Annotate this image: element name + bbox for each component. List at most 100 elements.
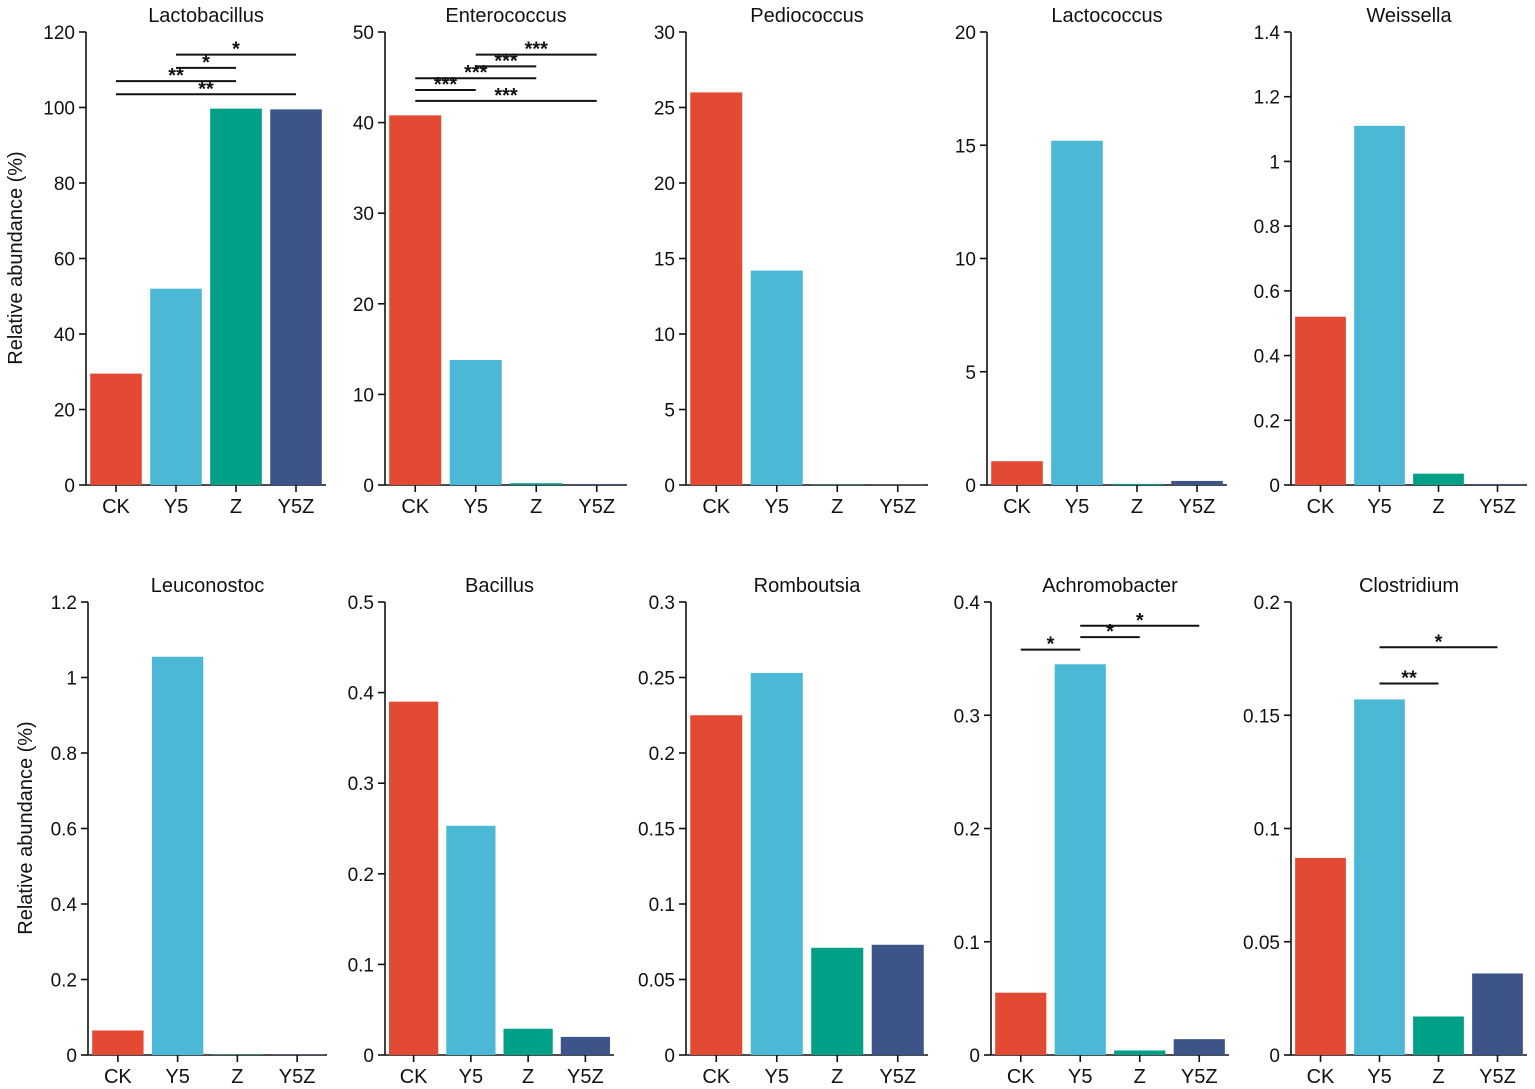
bar-lactobacillus-z [210,108,262,485]
x-tick-label-clostridium: Z [1432,1066,1444,1088]
y-tick-label-achromobacter: 0.3 [954,706,980,727]
x-tick-label-lactococcus: Z [1131,496,1143,518]
x-tick-label-pediococcus: Y5Z [879,496,916,518]
x-tick-label-lactobacillus: CK [102,496,130,518]
significance-label-clostridium: * [1435,631,1443,653]
bar-leuconostoc-y5 [151,656,204,1055]
y-tick-label-leuconostoc: 0.2 [51,971,77,992]
x-tick-label-lactococcus: Y5Z [1179,496,1216,518]
x-tick-label-achromobacter: Y5 [1068,1066,1092,1088]
bar-lactococcus-y5z [1171,480,1223,485]
y-tick-label-pediococcus: 10 [654,325,675,346]
y-tick-label-romboutsia: 0.2 [649,744,675,765]
y-tick-label-romboutsia: 0.25 [638,669,675,690]
bar-romboutsia-z [811,947,864,1055]
y-tick-label-weissella: 0.6 [1254,282,1280,303]
bar-pediococcus-ck [690,92,743,486]
x-tick-label-pediococcus: Z [831,496,843,518]
y-tick-label-lactobacillus: 80 [54,174,75,195]
bar-enterococcus-y5z [570,484,623,485]
bar-lactobacillus-y5 [150,288,202,485]
bar-weissella-y5 [1354,125,1405,485]
y-tick-label-romboutsia: 0.3 [649,593,675,614]
y-tick-label-pediococcus: 20 [654,174,675,195]
significance-label-achromobacter: * [1047,634,1055,656]
y-tick-label-weissella: 0.2 [1254,411,1280,432]
x-tick-label-romboutsia: CK [702,1066,730,1088]
x-tick-label-leuconostoc: Y5 [165,1066,189,1088]
y-tick-label-enterococcus: 0 [363,476,374,497]
bar-weissella-y5z [1472,484,1523,485]
y-tick-label-clostridium: 0.1 [1254,820,1280,841]
bar-weissella-ck [1295,316,1346,485]
x-tick-label-romboutsia: Z [831,1066,843,1088]
panel-title-pediococcus: Pediococcus [750,5,863,27]
bar-clostridium-ck [1295,857,1346,1055]
y-tick-label-achromobacter: 0.2 [954,820,980,841]
significance-label-enterococcus: *** [525,39,549,61]
bar-bacillus-z [503,1028,553,1055]
x-tick-label-weissella: CK [1307,496,1335,518]
bar-achromobacter-ck [995,992,1047,1055]
x-tick-label-leuconostoc: CK [104,1066,132,1088]
x-tick-label-weissella: Y5Z [1479,496,1516,518]
x-tick-label-clostridium: Y5 [1367,1066,1391,1088]
significance-label-achromobacter: * [1106,621,1114,643]
bar-romboutsia-y5z [871,944,924,1055]
y-tick-label-lactococcus: 5 [965,363,976,384]
bar-enterococcus-ck [389,115,442,486]
bar-clostridium-y5 [1354,699,1405,1055]
panel-title-achromobacter: Achromobacter [1042,575,1178,597]
x-tick-label-bacillus: Y5 [459,1066,483,1088]
y-axis-label-top: Relative abundance (%) [5,151,27,364]
y-tick-label-weissella: 1.4 [1254,23,1281,44]
bar-achromobacter-z [1114,1050,1166,1055]
bar-lactococcus-z [1111,483,1163,485]
y-tick-label-enterococcus: 10 [353,385,374,406]
bar-achromobacter-y5 [1054,664,1106,1055]
bar-romboutsia-ck [690,715,743,1055]
y-tick-label-bacillus: 0.2 [348,865,374,886]
bar-enterococcus-z [510,483,563,485]
x-tick-label-bacillus: Y5Z [567,1066,604,1088]
x-tick-label-achromobacter: Z [1134,1066,1146,1088]
y-tick-label-leuconostoc: 0 [66,1046,77,1067]
bar-romboutsia-y5 [750,672,803,1055]
x-tick-label-enterococcus: Z [530,496,542,518]
y-tick-label-achromobacter: 0 [969,1046,980,1067]
significance-label-enterococcus: *** [494,85,518,107]
x-tick-label-weissella: Y5 [1367,496,1391,518]
bar-lactococcus-ck [991,461,1043,485]
x-tick-label-bacillus: Z [522,1066,534,1088]
y-tick-label-romboutsia: 0.1 [649,895,675,916]
bar-lactobacillus-y5z [270,109,322,485]
x-tick-label-romboutsia: Y5Z [879,1066,916,1088]
y-tick-label-pediococcus: 5 [664,401,675,422]
bar-lactococcus-y5 [1051,140,1103,485]
y-tick-label-lactobacillus: 40 [54,325,75,346]
x-tick-label-romboutsia: Y5 [765,1066,789,1088]
y-tick-label-lactococcus: 15 [955,136,976,157]
y-tick-label-clostridium: 0.2 [1254,593,1280,614]
x-tick-label-clostridium: CK [1307,1066,1335,1088]
y-tick-label-weissella: 0 [1269,476,1280,497]
x-tick-label-enterococcus: Y5 [464,496,488,518]
panel-title-bacillus: Bacillus [465,575,534,597]
panel-title-leuconostoc: Leuconostoc [151,575,264,597]
x-tick-label-bacillus: CK [400,1066,428,1088]
panel-title-lactobacillus: Lactobacillus [148,5,264,27]
significance-label-achromobacter: * [1136,610,1144,632]
x-tick-label-pediococcus: Y5 [765,496,789,518]
bar-weissella-z [1413,473,1464,485]
y-tick-label-enterococcus: 40 [353,114,374,135]
bar-pediococcus-y5 [750,270,803,485]
y-tick-label-leuconostoc: 0.6 [51,820,77,841]
y-tick-label-bacillus: 0 [363,1046,374,1067]
panel-title-enterococcus: Enterococcus [445,5,566,27]
y-tick-label-leuconostoc: 0.4 [51,895,78,916]
y-tick-label-clostridium: 0.05 [1243,933,1280,954]
y-tick-label-achromobacter: 0.1 [954,933,980,954]
y-tick-label-lactococcus: 10 [955,250,976,271]
x-tick-label-lactococcus: Y5 [1065,496,1089,518]
